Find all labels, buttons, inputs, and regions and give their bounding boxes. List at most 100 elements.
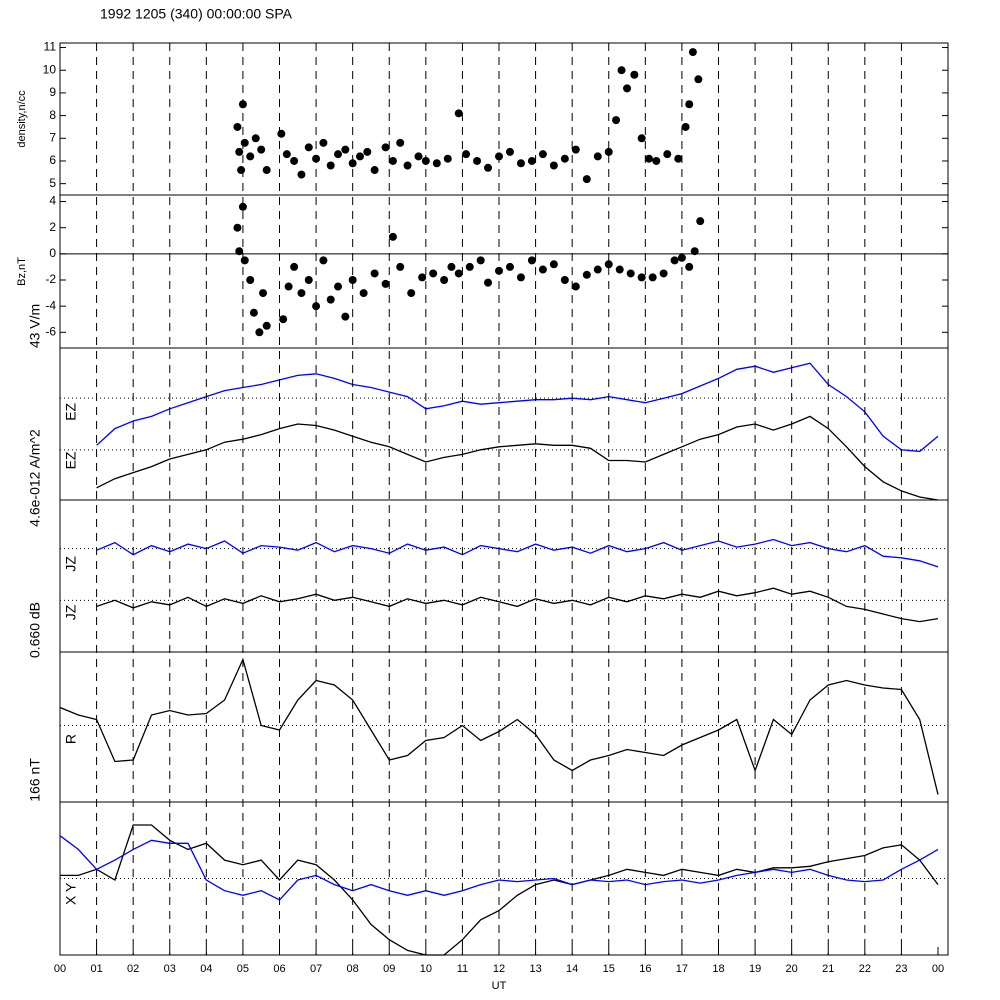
data-point [527,256,536,265]
data-point [348,159,357,168]
x-tick-label: 16 [639,963,651,975]
data-point [233,223,242,232]
x-tick-label: 00 [932,963,944,975]
series-label: JZ [63,556,79,572]
data-point [571,145,580,154]
x-tick-label: 10 [420,963,432,975]
data-point [359,289,368,298]
data-point [593,152,602,161]
x-tick-label: 00 [54,963,66,975]
data-point [304,143,313,152]
data-point [688,48,697,57]
y-axis-label: Bz,nT [16,257,28,286]
data-point [694,75,703,84]
y-tick-label: 5 [49,176,56,190]
data-point [396,262,405,271]
data-point [341,145,350,154]
panel-frame [59,651,949,803]
data-point [612,116,621,125]
data-point [571,282,580,291]
x-axis-label: UT [492,980,507,992]
data-point [370,269,379,278]
data-point [246,276,255,284]
x-tick-label: 22 [859,963,871,975]
data-point [381,279,390,288]
data-point [255,328,264,337]
data-point [381,143,390,152]
data-point [674,154,683,163]
panel-label: X Y [63,882,79,905]
x-tick-label: 15 [603,963,615,975]
x-tick-label: 05 [237,963,249,975]
data-point [249,308,258,317]
data-point [319,256,328,265]
data-point [538,150,547,159]
x-tick-label: 02 [127,963,139,975]
data-point [341,312,350,321]
series-line [96,415,939,501]
x-tick-label: 14 [566,963,578,975]
data-point [516,273,525,282]
data-point [326,295,335,304]
data-point [462,150,471,159]
data-point [262,166,271,175]
data-point [282,150,291,159]
data-point [388,156,397,165]
series-label: JZ [63,604,79,620]
data-point [304,276,313,284]
panel-frame [59,194,949,349]
data-point [251,134,260,143]
y-tick-label: 9 [49,85,56,99]
scale-label: 166 nT [27,758,43,802]
y-tick-label: 0 [49,246,56,260]
title: 1992 1205 (340) 00:00:00 SPA [100,6,293,22]
data-point [312,302,321,311]
data-point [334,282,343,291]
scale-label: 43 V/m [27,304,43,348]
x-tick-label: 17 [676,963,688,975]
x-tick-label: 13 [529,963,541,975]
data-point [290,156,299,165]
data-point [582,270,591,279]
data-point [476,256,485,265]
data-point [454,269,463,278]
data-point [388,232,397,241]
x-tick-label: 01 [90,963,102,975]
x-tick-label: 07 [310,963,322,975]
data-point [630,70,639,79]
y-tick-label: -4 [45,298,56,312]
x-tick-label: 19 [749,963,761,975]
data-point [279,315,288,324]
panel-frame [59,347,949,501]
data-point [604,147,613,156]
data-point [484,278,493,287]
data-point [685,262,694,271]
data-point [414,152,423,161]
panel-frame [59,42,949,196]
x-tick-label: 06 [273,963,285,975]
x-tick-label: 09 [383,963,395,975]
data-point [549,161,558,170]
data-point [637,273,646,282]
data-point [348,276,357,284]
x-tick-label: 18 [712,963,724,975]
y-tick-label: 11 [44,40,57,54]
data-point [370,166,379,175]
data-point [407,289,416,298]
data-point [617,66,626,75]
data-point [604,260,613,269]
series-line [96,538,939,568]
data-point [238,202,247,211]
data-point [659,269,668,278]
data-point [334,150,343,159]
data-point [626,269,635,278]
data-point [262,321,271,330]
data-point [670,256,679,265]
data-point [465,262,474,271]
data-point [560,276,569,284]
data-point [235,247,244,256]
y-axis-label: density,n/cc [16,90,28,148]
data-point [663,150,672,159]
data-point [257,145,266,154]
